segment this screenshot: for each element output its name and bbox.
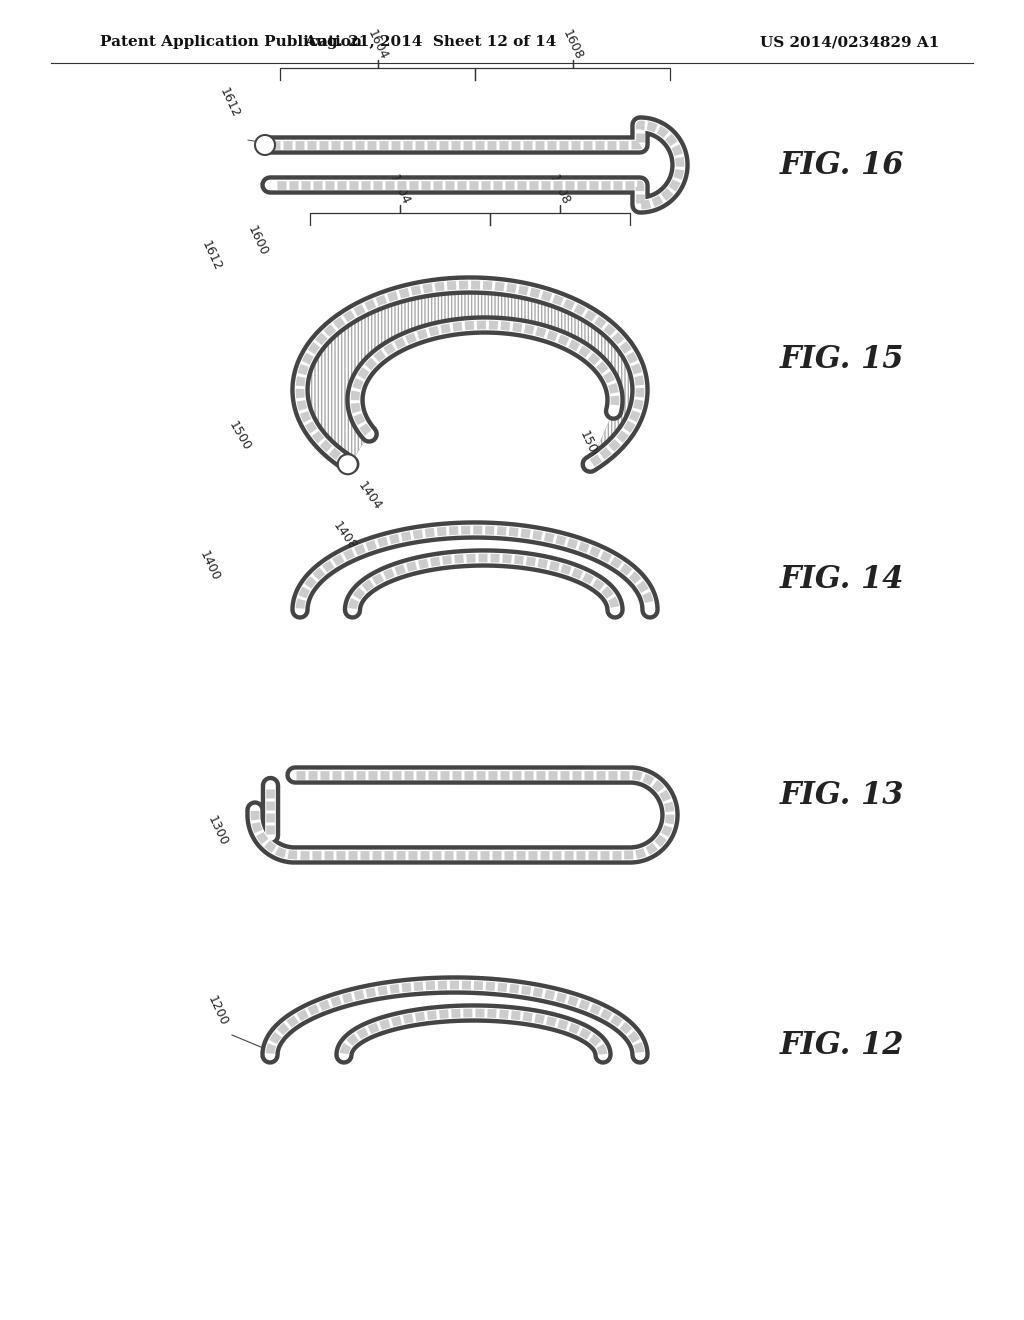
- Text: 1508: 1508: [548, 173, 572, 207]
- Text: 1404: 1404: [355, 479, 384, 513]
- Circle shape: [255, 135, 275, 154]
- Text: FIG. 16: FIG. 16: [780, 149, 904, 181]
- Text: FIG. 14: FIG. 14: [780, 565, 904, 595]
- Text: US 2014/0234829 A1: US 2014/0234829 A1: [760, 36, 939, 49]
- Text: FIG. 12: FIG. 12: [780, 1030, 904, 1060]
- Text: 1300: 1300: [206, 813, 230, 847]
- Text: 1612: 1612: [217, 86, 243, 120]
- Text: 1608: 1608: [560, 28, 585, 62]
- Text: 1408: 1408: [331, 520, 359, 553]
- Text: FIG. 15: FIG. 15: [780, 345, 904, 375]
- Text: Aug. 21, 2014  Sheet 12 of 14: Aug. 21, 2014 Sheet 12 of 14: [304, 36, 556, 49]
- Text: Patent Application Publication: Patent Application Publication: [100, 36, 362, 49]
- Text: 1506: 1506: [578, 429, 602, 463]
- Text: 1504: 1504: [387, 173, 413, 207]
- Text: 1500: 1500: [226, 418, 254, 453]
- Polygon shape: [300, 285, 640, 465]
- Text: 1400: 1400: [198, 549, 222, 583]
- Text: FIG. 13: FIG. 13: [780, 780, 904, 810]
- Text: 1600: 1600: [246, 223, 270, 257]
- Text: 1612: 1612: [200, 239, 224, 273]
- Circle shape: [338, 454, 357, 474]
- Text: 1200: 1200: [206, 994, 230, 1028]
- Text: 1604: 1604: [365, 28, 390, 62]
